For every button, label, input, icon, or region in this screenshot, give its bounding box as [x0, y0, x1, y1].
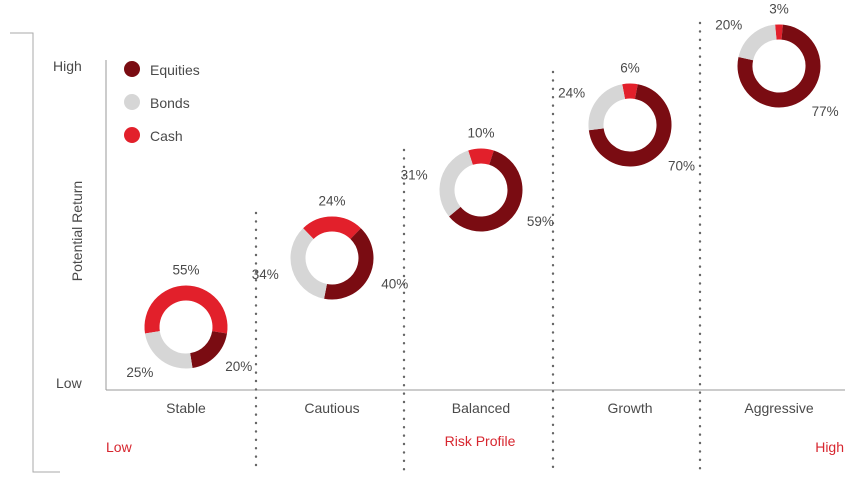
donut-cautious: 24% 40% 34%	[252, 194, 408, 300]
donut-segment-cash	[468, 148, 494, 165]
donut-balanced: 10% 59% 31%	[401, 126, 554, 232]
data-label-cash: 10%	[467, 126, 494, 141]
data-label-equities: 59%	[527, 214, 554, 229]
donut-segment-bonds	[290, 228, 328, 299]
legend-swatch-bonds	[124, 94, 140, 110]
category-labels: Stable Cautious Balanced Growth Aggressive	[166, 400, 814, 416]
category-label-stable: Stable	[166, 400, 206, 416]
donut-segment-bonds	[145, 330, 193, 369]
donut-segment-bonds	[439, 150, 474, 217]
donut-segment-equities	[189, 330, 227, 368]
legend-swatch-equities	[124, 61, 140, 77]
x-axis-low-label: Low	[106, 439, 133, 455]
data-label-cash: 55%	[172, 263, 199, 278]
legend-swatch-cash	[124, 127, 140, 143]
donut-series: 55% 20% 25% 24% 40% 34% 10% 59% 31% 6% 70% 24% 3% 77%…	[126, 2, 838, 380]
data-label-bonds: 24%	[558, 85, 585, 100]
donut-segment-cash	[622, 83, 638, 100]
data-label-cash: 3%	[769, 2, 789, 17]
donut-segment-equities	[588, 84, 672, 167]
legend-label-equities: Equities	[150, 62, 200, 78]
donut-segment-equities	[449, 150, 523, 232]
data-label-equities: 70%	[668, 159, 695, 174]
donut-segment-cash	[303, 216, 361, 240]
donut-growth: 6% 70% 24%	[558, 61, 695, 174]
category-label-cautious: Cautious	[304, 400, 359, 416]
category-label-balanced: Balanced	[452, 400, 510, 416]
donut-segment-bonds	[588, 84, 626, 131]
data-label-equities: 40%	[381, 277, 408, 292]
donut-segment-bonds	[738, 24, 777, 61]
data-label-bonds: 25%	[126, 365, 153, 380]
data-label-equities: 20%	[225, 359, 252, 374]
donut-segment-cash	[144, 285, 228, 334]
category-label-growth: Growth	[607, 400, 652, 416]
legend: Equities Bonds Cash	[124, 61, 200, 144]
data-label-bonds: 20%	[715, 17, 742, 32]
x-axis-title: Risk Profile	[445, 433, 516, 449]
data-label-equities: 77%	[812, 104, 839, 119]
outer-bracket	[10, 32, 60, 473]
y-axis-title: Potential Return	[69, 181, 85, 281]
donut-segment-equities	[737, 24, 821, 108]
column-dividers	[254, 21, 702, 474]
y-axis-low-label: Low	[56, 375, 83, 391]
donut-stable: 55% 20% 25%	[126, 263, 252, 380]
y-axis-high-label: High	[53, 58, 82, 74]
data-label-bonds: 34%	[252, 267, 279, 282]
data-label-bonds: 31%	[401, 168, 428, 183]
category-label-aggressive: Aggressive	[744, 400, 813, 416]
donut-segment-equities	[324, 228, 374, 300]
data-label-cash: 6%	[620, 61, 640, 76]
x-axis-high-label: High	[815, 439, 844, 455]
legend-label-bonds: Bonds	[150, 95, 190, 111]
donut-aggressive: 3% 77% 20%	[715, 2, 838, 119]
data-label-cash: 24%	[318, 194, 345, 209]
legend-label-cash: Cash	[150, 128, 183, 144]
